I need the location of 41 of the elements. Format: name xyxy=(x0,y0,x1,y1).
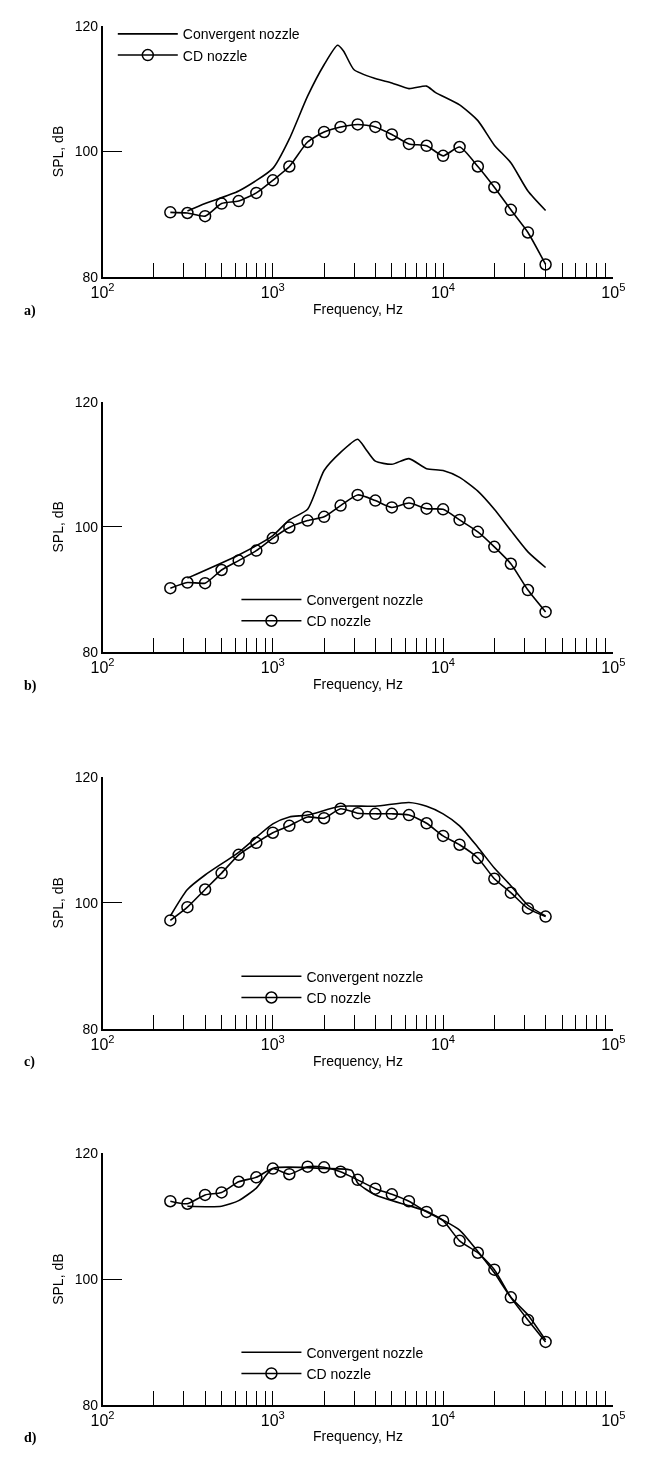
y-axis-title: SPL, dB xyxy=(49,501,66,553)
legend-label: CD nozzle xyxy=(306,989,372,1006)
y-axis-title: SPL, dB xyxy=(49,877,66,929)
y-axis-title: SPL, dB xyxy=(49,1253,66,1305)
x-tick-label: 10$^{5}$ xyxy=(601,1408,626,1429)
y-tick-label: 100 xyxy=(74,518,99,535)
x-tick-label: 10$^{3}$ xyxy=(260,281,285,302)
x-tick-label: 10$^{3}$ xyxy=(260,656,285,676)
text: b) xyxy=(24,678,37,694)
y-axis-title: SPL, dB xyxy=(49,125,66,178)
y-tick-label: 120 xyxy=(74,17,99,34)
x-tick-label: 10$^{3}$ xyxy=(260,1033,285,1053)
x-tick-label: 10$^{4}$ xyxy=(431,1033,456,1053)
text: d) xyxy=(24,1430,37,1446)
y-tick-label: 120 xyxy=(74,768,99,785)
x-axis-title: Frequency, Hz xyxy=(312,675,403,692)
legend-label: CD nozzle xyxy=(306,1365,372,1382)
x-axis-title: Frequency, Hz xyxy=(312,300,403,317)
x-tick-label: 10$^{4}$ xyxy=(431,281,456,302)
x-tick-label: 10$^{5}$ xyxy=(601,281,626,302)
text: c) xyxy=(24,1054,36,1070)
legend-label: Convergent nozzle xyxy=(306,1344,424,1361)
x-axis-title: Frequency, Hz xyxy=(312,1052,403,1069)
x-tick-label: 10$^{3}$ xyxy=(260,1408,285,1429)
x-axis-title: Frequency, Hz xyxy=(312,1428,403,1445)
y-tick-label: 120 xyxy=(74,1145,99,1162)
y-tick-label: 100 xyxy=(74,894,99,911)
legend-label: Convergent nozzle xyxy=(306,968,424,985)
legend-label: CD nozzle xyxy=(306,613,372,630)
x-tick-label: 10$^{5}$ xyxy=(601,656,626,676)
x-tick-label: 10$^{5}$ xyxy=(601,1033,626,1053)
legend-label: Convergent nozzle xyxy=(182,26,300,43)
x-tick-label: 10$^{4}$ xyxy=(431,656,456,676)
legend-label: Convergent nozzle xyxy=(306,592,424,609)
y-tick-label: 100 xyxy=(74,1271,99,1288)
y-tick-label: 120 xyxy=(74,393,99,410)
legend-label: CD nozzle xyxy=(182,47,248,64)
text: a) xyxy=(24,303,36,319)
y-tick-label: 100 xyxy=(74,143,99,160)
x-tick-label: 10$^{4}$ xyxy=(431,1408,456,1429)
y-tick-label: 80 xyxy=(82,1396,99,1413)
